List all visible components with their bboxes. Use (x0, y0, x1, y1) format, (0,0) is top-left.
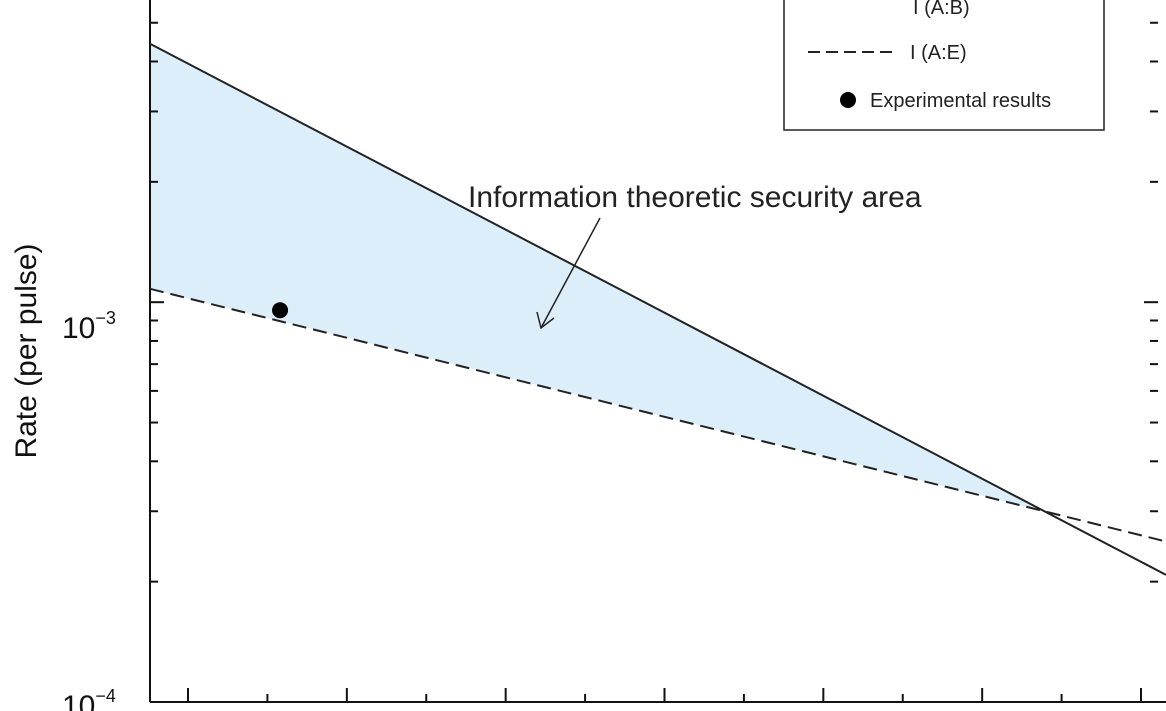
y-axis-label: Rate (per pulse) (10, 243, 43, 458)
annotation-text: Information theoretic security area (468, 181, 922, 214)
y-tick-label-1e-4: 10−4 (62, 686, 116, 711)
legend-label-truncated: I (A:B) (913, 0, 970, 19)
annotation-arrow (540, 217, 601, 329)
legend: I (A:B) I (A:E) Experimental results (783, 0, 1105, 131)
annotation-arrowhead (536, 311, 555, 330)
legend-label-ae: I (A:E) (910, 42, 967, 64)
axis-ticks (150, 21, 1158, 702)
y-tick-label-1e-3: 10−3 (62, 308, 116, 345)
legend-swatch-marker (840, 92, 856, 108)
experimental-point (272, 302, 289, 319)
series-line-dashed (149, 287, 1166, 543)
legend-box (783, 0, 1105, 131)
series-line-solid (149, 42, 1166, 576)
legend-label-experimental: Experimental results (870, 90, 1051, 112)
